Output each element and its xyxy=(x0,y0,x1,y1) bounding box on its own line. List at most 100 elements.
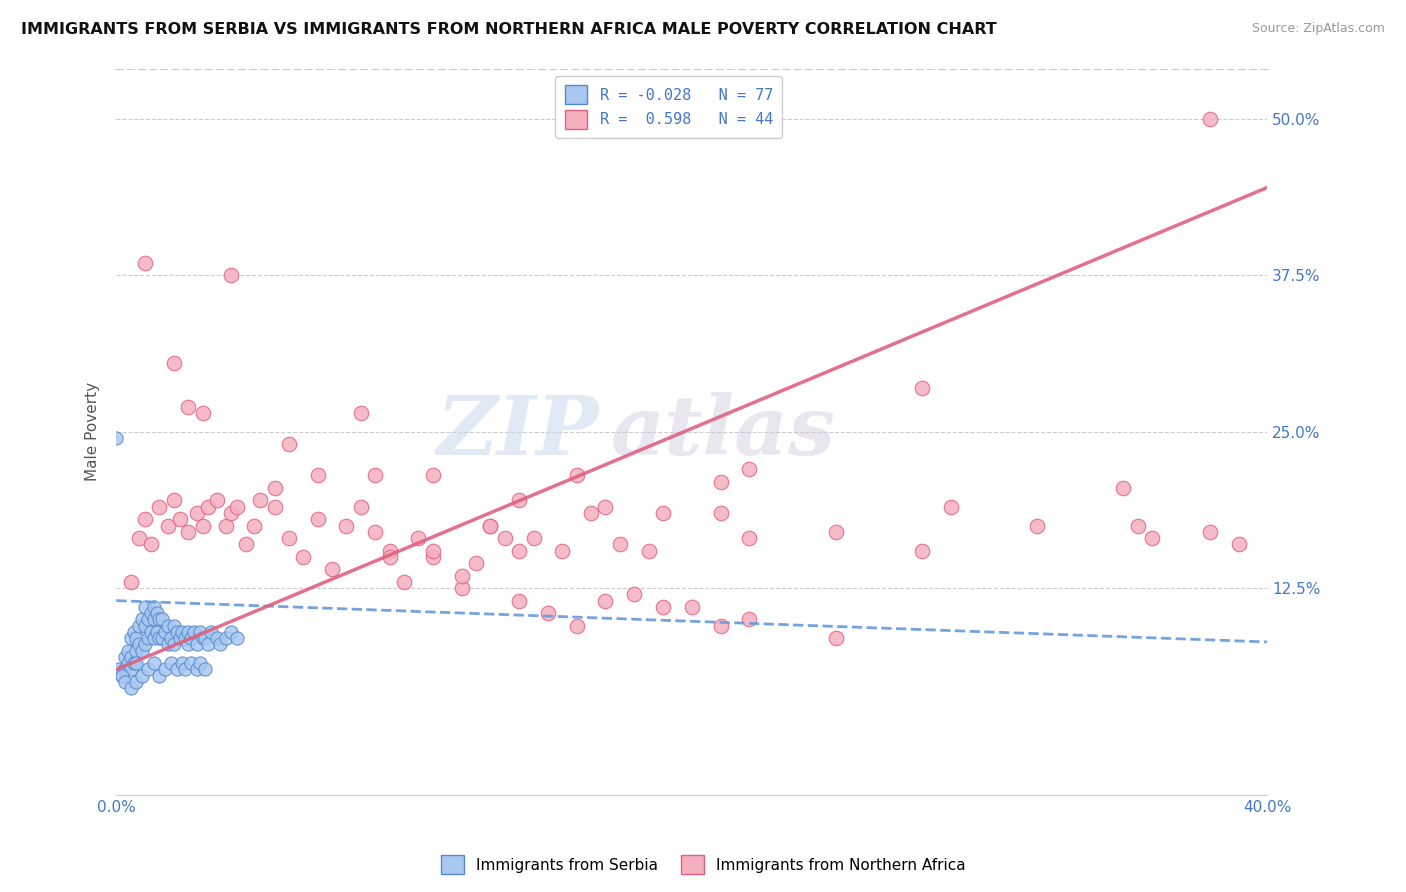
Point xyxy=(226,631,249,645)
Point xyxy=(205,493,228,508)
Point xyxy=(350,406,373,420)
Text: Source: ZipAtlas.com: Source: ZipAtlas.com xyxy=(1251,22,1385,36)
Point xyxy=(494,531,516,545)
Point xyxy=(235,537,257,551)
Point xyxy=(738,531,761,545)
Point xyxy=(609,537,631,551)
Point xyxy=(122,624,145,639)
Point xyxy=(565,618,588,632)
Point xyxy=(125,644,148,658)
Point xyxy=(163,356,186,370)
Point xyxy=(163,637,186,651)
Point xyxy=(134,637,156,651)
Point xyxy=(1313,468,1336,483)
Point xyxy=(200,624,222,639)
Point xyxy=(479,518,502,533)
Point xyxy=(177,637,200,651)
Point xyxy=(120,663,142,677)
Point xyxy=(134,618,156,632)
Point xyxy=(169,631,191,645)
Point xyxy=(134,599,156,614)
Point xyxy=(145,606,167,620)
Point xyxy=(163,493,186,508)
Point xyxy=(120,631,142,645)
Point xyxy=(307,468,329,483)
Point xyxy=(145,624,167,639)
Point xyxy=(911,543,934,558)
Legend: R = -0.028   N = 77, R =  0.598   N = 44: R = -0.028 N = 77, R = 0.598 N = 44 xyxy=(555,76,782,138)
Point xyxy=(120,681,142,696)
Point xyxy=(139,537,162,551)
Point xyxy=(150,631,173,645)
Point xyxy=(637,543,659,558)
Point xyxy=(169,512,191,526)
Text: IMMIGRANTS FROM SERBIA VS IMMIGRANTS FROM NORTHERN AFRICA MALE POVERTY CORRELATI: IMMIGRANTS FROM SERBIA VS IMMIGRANTS FRO… xyxy=(21,22,997,37)
Point xyxy=(392,574,415,589)
Point xyxy=(681,599,703,614)
Point xyxy=(105,431,128,445)
Point xyxy=(350,500,373,514)
Point xyxy=(148,631,170,645)
Point xyxy=(131,644,153,658)
Point xyxy=(710,506,733,520)
Point xyxy=(277,531,299,545)
Point xyxy=(142,631,165,645)
Point xyxy=(738,462,761,476)
Point xyxy=(277,437,299,451)
Point xyxy=(148,669,170,683)
Point xyxy=(939,500,962,514)
Point xyxy=(128,618,150,632)
Point xyxy=(120,650,142,665)
Point xyxy=(125,675,148,690)
Point xyxy=(508,543,530,558)
Point xyxy=(522,531,544,545)
Point xyxy=(122,657,145,671)
Point xyxy=(408,531,430,545)
Point xyxy=(111,669,134,683)
Point xyxy=(186,506,208,520)
Point xyxy=(1227,537,1250,551)
Point xyxy=(183,624,205,639)
Point xyxy=(364,524,387,539)
Point xyxy=(160,631,183,645)
Point xyxy=(142,657,165,671)
Point xyxy=(160,657,183,671)
Point xyxy=(148,612,170,626)
Point xyxy=(226,500,249,514)
Point xyxy=(652,506,675,520)
Point xyxy=(114,675,136,690)
Point xyxy=(174,663,197,677)
Point xyxy=(307,512,329,526)
Point xyxy=(131,669,153,683)
Point xyxy=(623,587,645,601)
Point xyxy=(131,612,153,626)
Point xyxy=(142,612,165,626)
Point xyxy=(292,549,315,564)
Point xyxy=(378,549,401,564)
Point xyxy=(1198,112,1220,126)
Point xyxy=(172,624,194,639)
Point xyxy=(186,663,208,677)
Point xyxy=(157,518,180,533)
Legend: Immigrants from Serbia, Immigrants from Northern Africa: Immigrants from Serbia, Immigrants from … xyxy=(434,849,972,880)
Point xyxy=(188,657,211,671)
Point xyxy=(537,606,560,620)
Point xyxy=(180,631,202,645)
Point xyxy=(134,512,156,526)
Point xyxy=(263,481,285,495)
Point xyxy=(710,475,733,489)
Point xyxy=(108,663,131,677)
Point xyxy=(508,493,530,508)
Point xyxy=(508,593,530,607)
Point xyxy=(166,663,188,677)
Point xyxy=(422,543,444,558)
Point xyxy=(153,624,176,639)
Point xyxy=(221,624,243,639)
Point xyxy=(243,518,266,533)
Point xyxy=(150,612,173,626)
Point xyxy=(738,612,761,626)
Point xyxy=(1126,518,1149,533)
Point xyxy=(180,657,202,671)
Point xyxy=(1142,531,1164,545)
Point xyxy=(188,624,211,639)
